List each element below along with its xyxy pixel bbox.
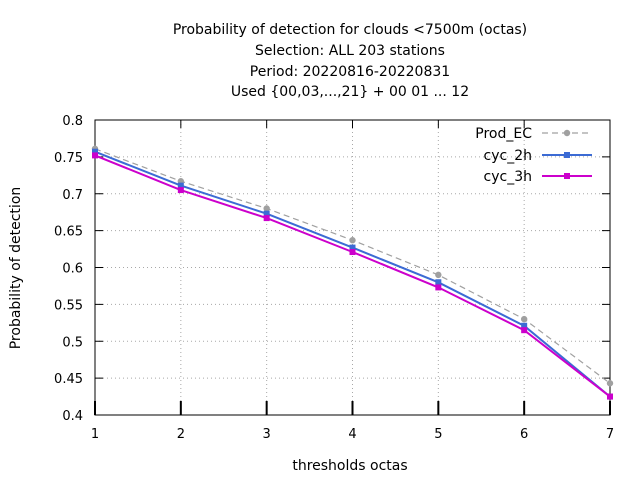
x-tick-label: 2 [177,427,185,442]
data-point [606,380,614,387]
axis-ticks: 0.4 0.45 0.5 0.55 0.6 0.65 0.7 0.75 0.8 1 2 3 4 5 6 7 [54,114,614,442]
y-tick-label: 0.65 [54,225,83,240]
data-point [435,279,442,286]
y-tick-label: 0.45 [54,372,83,387]
legend-label: Prod_EC [475,126,532,142]
data-point [177,187,184,194]
data-point [435,271,442,279]
data-point [435,284,442,291]
data-point [521,327,528,334]
data-point [349,237,356,244]
data-point [92,148,98,155]
series-Prod_EC [91,145,614,387]
title-line-4: Used {00,03,...,21} + 00 01 ... 12 [231,84,469,100]
y-tick-label: 0.4 [62,409,83,424]
data-point [177,182,184,189]
data-point [349,249,356,256]
x-tick-label: 4 [348,427,356,442]
x-axis-label: thresholds octas [292,458,407,474]
x-tick-label: 1 [91,427,99,442]
y-axis-label: Probability of detection [8,187,24,350]
data-point [263,215,270,222]
legend-label: cyc_2h [484,148,532,164]
y-tick-label: 0.5 [62,335,83,350]
y-tick-label: 0.7 [62,188,83,203]
data-point [92,152,98,159]
data-point [564,173,570,179]
x-tick-label: 7 [606,427,614,442]
x-tick-label: 6 [520,427,528,442]
x-tick-label: 3 [263,427,271,442]
title-line-1: Probability of detection for clouds <750… [173,22,527,38]
legend-item: cyc_3h [484,169,592,185]
title-line-2: Selection: ALL 203 stations [255,43,445,59]
y-tick-label: 0.8 [62,114,83,129]
title-line-3: Period: 20220816-20220831 [250,64,450,80]
y-tick-label: 0.75 [54,151,83,166]
data-point [563,129,571,137]
data-point [607,393,613,400]
grid [95,120,610,415]
legend-label: cyc_3h [484,169,532,185]
legend-item: cyc_2h [484,148,592,164]
series-cyc_3h [92,152,613,400]
legend-item: Prod_EC [475,126,592,142]
data-point [564,152,570,158]
y-tick-label: 0.6 [62,262,83,277]
legend: Prod_EC cyc_2h cyc_3h [475,126,592,185]
series-lines [91,145,614,400]
data-point [263,210,270,217]
data-point [520,315,528,323]
data-point [521,322,528,329]
data-point [349,244,356,251]
y-tick-label: 0.55 [54,298,83,313]
chart-title: Probability of detection for clouds <750… [173,22,527,100]
x-tick-label: 5 [434,427,442,442]
data-point [263,205,270,212]
